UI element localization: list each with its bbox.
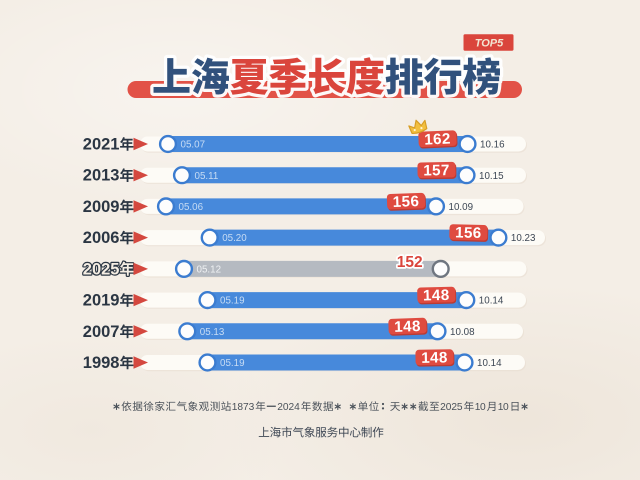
svg-text:2009: 2009 xyxy=(83,198,120,216)
svg-text:148: 148 xyxy=(423,287,450,305)
svg-text:10.08: 10.08 xyxy=(450,327,475,338)
svg-text:05.13: 05.13 xyxy=(200,327,225,338)
svg-text:2006: 2006 xyxy=(83,229,120,247)
svg-text:2024: 2024 xyxy=(277,402,300,413)
svg-text:162: 162 xyxy=(424,131,451,149)
svg-text:10.14: 10.14 xyxy=(477,358,502,369)
svg-text:1873: 1873 xyxy=(232,402,255,413)
svg-text:10.09: 10.09 xyxy=(449,202,474,213)
svg-text:10: 10 xyxy=(498,402,509,413)
svg-text:152: 152 xyxy=(397,254,423,271)
svg-text:10: 10 xyxy=(475,402,486,413)
svg-text:05.06: 05.06 xyxy=(179,202,204,213)
svg-text:156: 156 xyxy=(455,224,482,242)
svg-text:148: 148 xyxy=(421,349,448,366)
svg-text:05.12: 05.12 xyxy=(197,265,222,276)
svg-text:157: 157 xyxy=(423,162,450,179)
svg-text:156: 156 xyxy=(392,193,419,211)
svg-text:05.19: 05.19 xyxy=(220,296,245,307)
svg-text:10.16: 10.16 xyxy=(480,140,505,151)
svg-text:05.07: 05.07 xyxy=(181,140,206,151)
svg-text:2025: 2025 xyxy=(83,260,120,278)
svg-text:148: 148 xyxy=(394,318,421,336)
svg-text:2013: 2013 xyxy=(83,167,120,185)
svg-text:TOP5: TOP5 xyxy=(475,38,504,50)
svg-text:10.23: 10.23 xyxy=(511,233,536,244)
svg-text:05.20: 05.20 xyxy=(222,233,247,244)
svg-text:05.11: 05.11 xyxy=(195,171,219,182)
svg-text:2019: 2019 xyxy=(83,292,120,310)
svg-text:2025: 2025 xyxy=(440,402,463,413)
svg-text:2007: 2007 xyxy=(83,323,120,341)
svg-text:10.15: 10.15 xyxy=(479,171,504,182)
svg-text:10.14: 10.14 xyxy=(479,296,504,307)
svg-text:1998: 1998 xyxy=(83,354,120,372)
svg-text:2021: 2021 xyxy=(83,136,120,154)
svg-text:05.19: 05.19 xyxy=(220,358,245,369)
